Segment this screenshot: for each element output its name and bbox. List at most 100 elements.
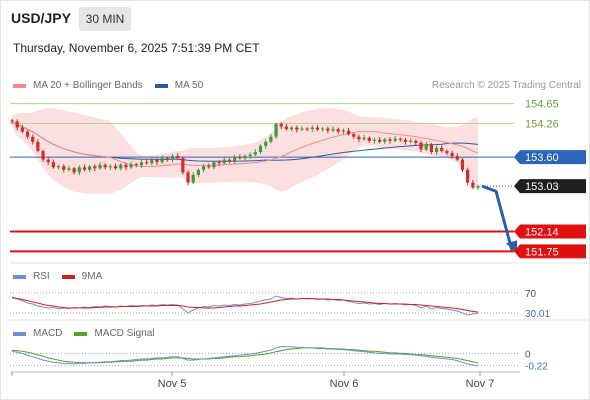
candle-body [274,123,278,137]
macd-line [11,346,479,367]
macd-signal-line [11,347,479,364]
candle-body [119,164,123,169]
level-label-pivot: 153.60 [525,152,559,164]
candle-body [15,121,19,128]
timeframe-button[interactable]: 30 MIN [79,7,131,31]
candle-body [290,127,294,130]
candle-body [419,142,423,150]
rsi-9ma-line [11,297,479,313]
candle-body [450,153,454,157]
legend-item-macd[interactable]: MACD [13,328,62,339]
candle-body [295,127,299,130]
legend-item-rsi[interactable]: RSI [13,271,50,282]
candle-body [139,162,144,166]
candle-body [331,129,335,131]
legend-item-ma20[interactable]: MA 20 + Bollinger Bands [13,80,143,91]
candle-body [129,164,133,168]
candle-body [305,128,309,130]
time-tick-label: Nov 6 [330,378,359,390]
candle-body [284,126,289,130]
candle-body [103,164,107,168]
candle-body [88,166,92,170]
candle-body [46,159,50,163]
candle-body [72,168,76,173]
candle-body [362,137,366,140]
timestamp: Thursday, November 6, 2025 7:51:39 PM CE… [13,41,260,55]
candle-body [279,123,283,127]
candle-body [25,131,30,137]
candle-body [403,139,408,142]
candle-body [124,164,128,168]
candle-body [160,158,164,163]
credit-text: Research © 2025 Trading Central [431,80,581,91]
candle-body [445,150,449,154]
rsi-legend: RSI 9MA [13,271,114,282]
candle-body [31,136,35,142]
candle-body [367,137,371,141]
candle-body [383,139,387,142]
candle-body [207,166,211,168]
candle-body [326,128,330,131]
candle-body [269,136,273,142]
candle-body [113,166,118,169]
candle-body [201,166,206,170]
candle-body [67,168,71,170]
macd-legend: MACD MACD Signal [13,328,166,339]
level-label-bg [514,150,586,165]
candles [10,118,480,190]
macd-level-label: -0.22 [525,362,548,373]
candle-body [57,166,61,168]
level-label-support: 151.75 [525,246,559,258]
candle-body [82,167,87,170]
price-legend: MA 20 + Bollinger Bands MA 50 [13,80,215,91]
level-label-support: 152.14 [525,227,559,239]
candle-body [378,139,382,142]
candle-body [300,128,304,130]
candle-body [372,139,377,141]
candle-body [258,145,263,153]
candle-body [196,169,200,175]
candle-body [434,147,439,153]
candle-body [248,154,252,157]
candle-body [93,166,97,169]
time-tick-label: Nov 5 [158,378,187,390]
candle-body [315,127,320,130]
candle-body [357,136,361,140]
symbol-title: USD/JPY [11,10,71,26]
candle-body [243,156,247,159]
rsi-level-label: 70 [525,289,537,300]
candle-body [62,166,66,170]
candle-body [346,130,351,135]
candle-body [181,158,185,173]
legend-item-rsi-9ma[interactable]: 9MA [61,271,102,282]
level-label-resistance: 154.65 [525,99,559,111]
level-label-bg [514,224,586,239]
ma20-line [11,120,479,168]
candle-body [341,130,345,132]
candle-body [191,174,195,183]
candle-body [238,157,242,159]
candle-body [264,141,268,146]
candle-body [471,182,475,188]
candle-body [10,120,14,122]
candle-body [233,157,237,162]
legend-item-macd-signal[interactable]: MACD Signal [74,328,154,339]
candle-body [98,164,102,169]
candle-body [227,159,232,162]
candle-body [440,147,444,151]
level-label-resistance: 154.26 [525,118,559,130]
candle-body [41,150,45,160]
legend-item-ma50[interactable]: MA 50 [154,80,203,91]
candle-body [336,129,340,132]
level-label-bg [514,179,586,194]
candle-body [388,139,392,141]
candle-body [134,164,138,166]
candle-body [108,166,112,168]
level-label-bg [514,244,586,259]
candle-body [51,162,56,168]
candle-body [321,128,325,130]
level-label-last: 153.03 [525,181,559,193]
forecast-arrow [481,184,514,251]
candle-body [77,167,81,173]
